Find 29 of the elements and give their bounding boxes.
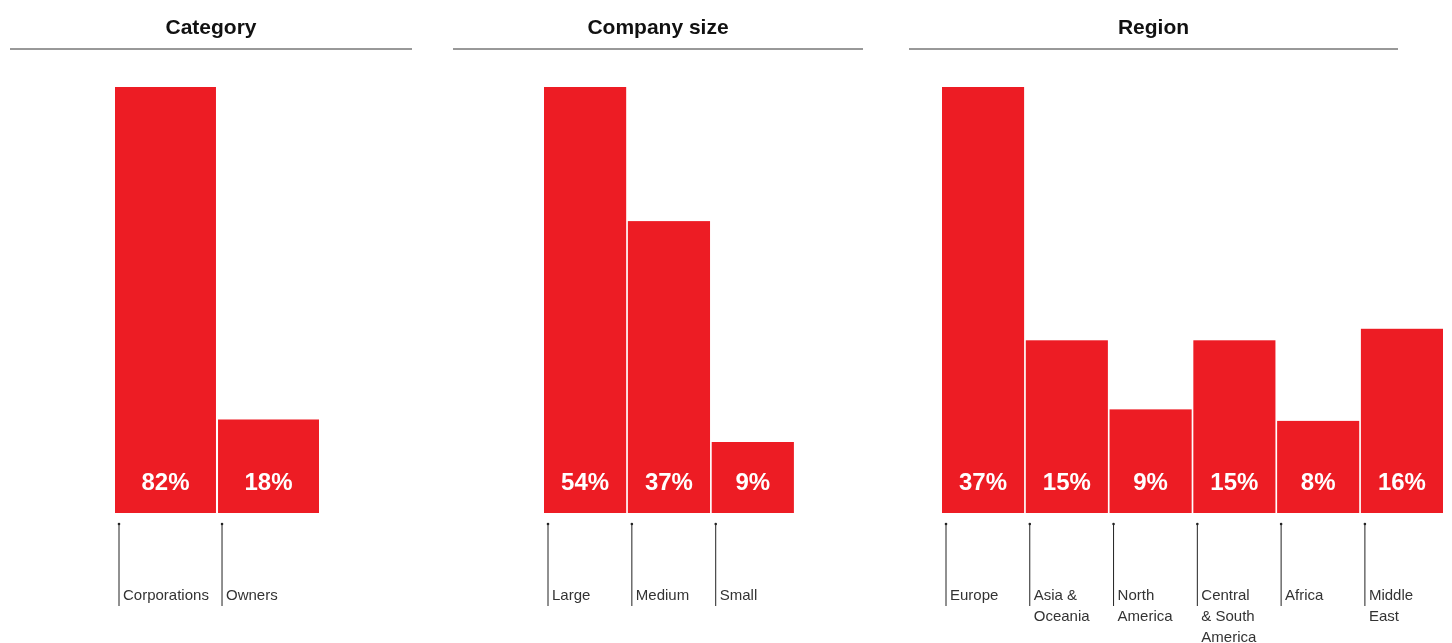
x-tick-label: Owners <box>226 586 278 603</box>
x-tick-label: North America <box>1117 586 1174 624</box>
chart-title: Region <box>1117 15 1190 38</box>
x-tick-label: Corporations <box>123 586 209 603</box>
data-label: 15% <box>1210 468 1259 495</box>
bar <box>1360 328 1443 513</box>
x-tick-label: Europe <box>950 586 999 603</box>
bar <box>942 87 1025 513</box>
chart-title: Category <box>165 15 257 38</box>
data-label: 9% <box>735 468 771 495</box>
x-tick-label: Middle East <box>1368 586 1414 624</box>
x-tick-label: Medium <box>635 586 690 603</box>
data-label: 8% <box>1300 468 1336 495</box>
x-tick-label: Central & South America <box>1201 586 1258 643</box>
data-label: 18% <box>244 468 293 495</box>
data-label: 15% <box>1042 468 1091 495</box>
data-label: 82% <box>141 468 190 495</box>
chart-title: Company size <box>587 15 729 38</box>
bar <box>1025 340 1108 513</box>
x-tick-label: Large <box>552 586 591 603</box>
data-label: 54% <box>561 468 610 495</box>
data-label: 37% <box>959 468 1008 495</box>
bar <box>1277 420 1360 513</box>
x-tick-label: Asia & Oceania <box>1033 586 1091 624</box>
data-label: 9% <box>1133 468 1168 495</box>
x-tick-label: Africa <box>1285 586 1325 603</box>
x-tick-label: Small <box>719 586 758 603</box>
data-label: 16% <box>1377 468 1426 495</box>
data-label: 37% <box>644 468 693 495</box>
